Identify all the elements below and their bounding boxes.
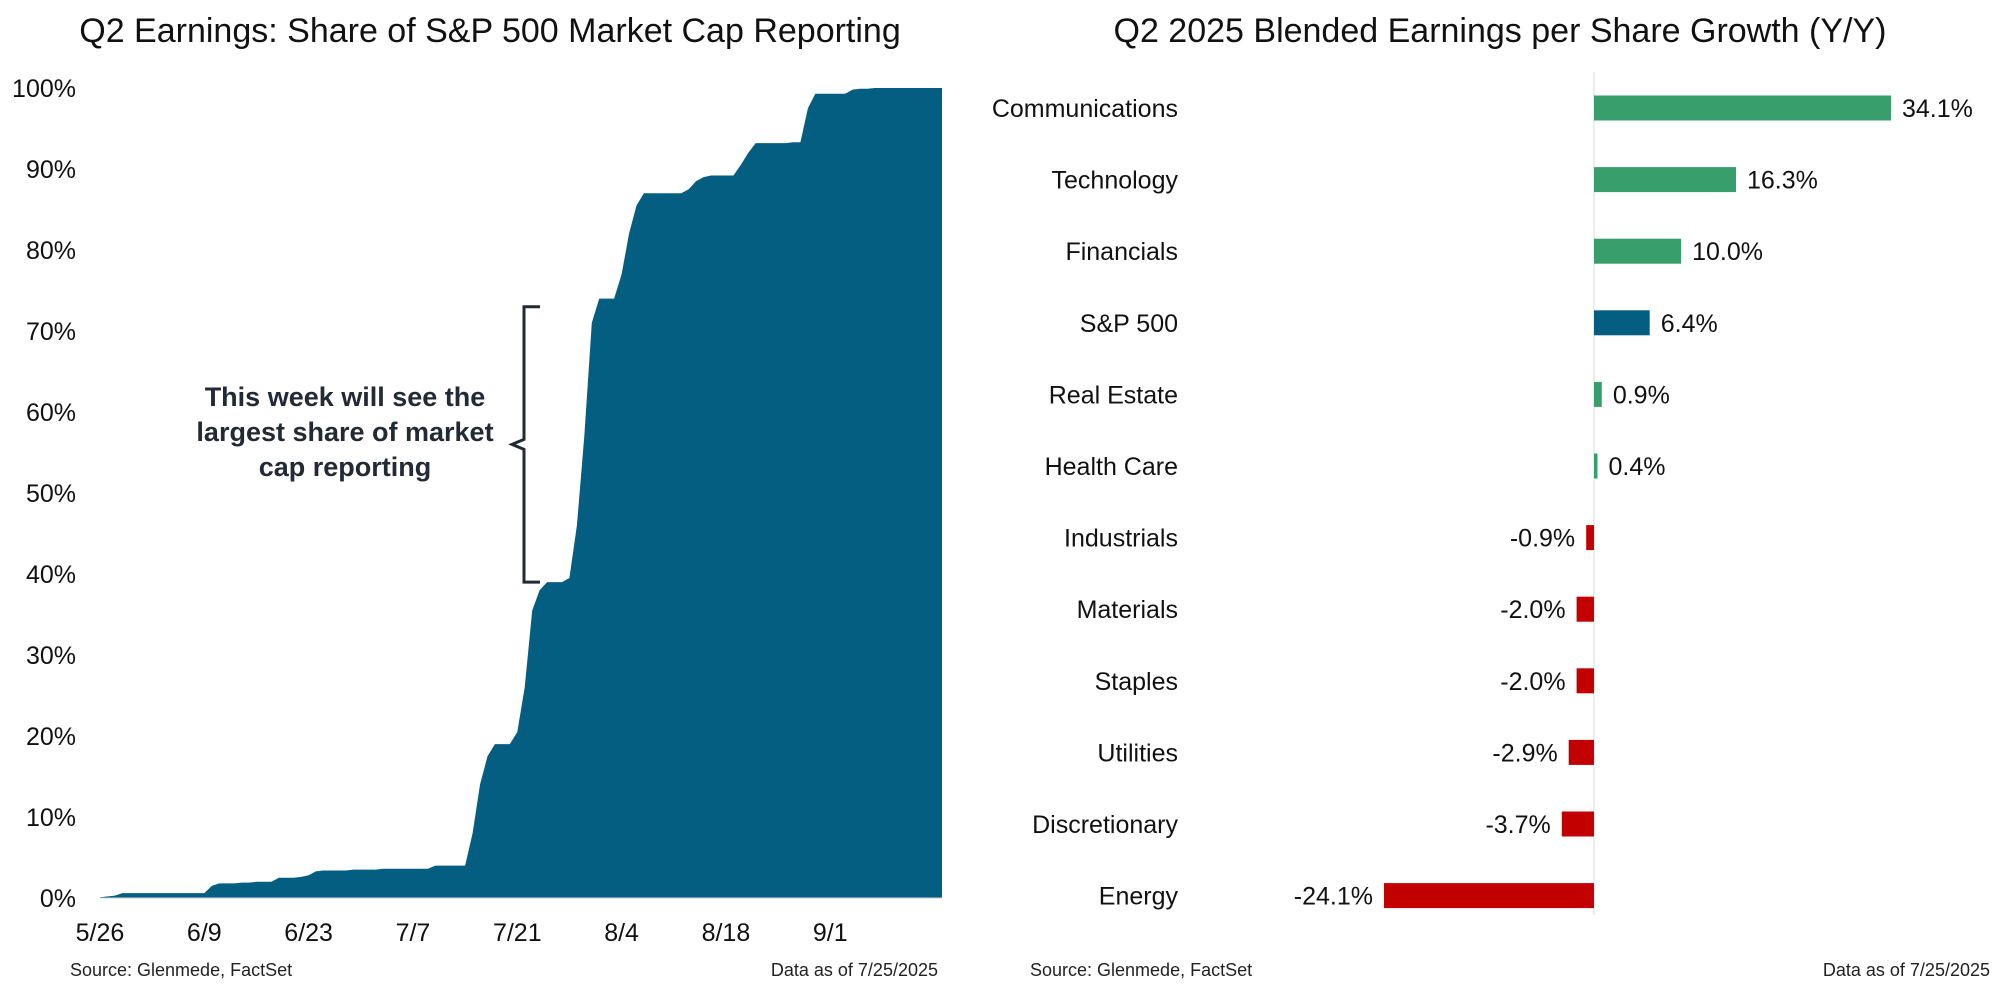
category-label: Materials <box>1077 596 1178 624</box>
data-label: 6.4% <box>1661 310 1718 338</box>
category-label: S&P 500 <box>1080 310 1178 338</box>
y-tick-label: 60% <box>26 399 76 427</box>
y-tick-label: 20% <box>26 723 76 751</box>
bar <box>1594 453 1598 479</box>
bar <box>1568 739 1594 765</box>
bar <box>1384 883 1594 909</box>
y-tick-label: 70% <box>26 318 76 346</box>
category-label: Energy <box>1099 883 1179 911</box>
x-tick-label: 9/1 <box>813 919 848 947</box>
x-tick-label: 5/26 <box>76 919 125 947</box>
category-label: Health Care <box>1045 453 1178 481</box>
category-label: Financials <box>1065 238 1178 266</box>
x-tick-label: 7/7 <box>396 919 431 947</box>
y-tick-label: 40% <box>26 561 76 589</box>
category-label: Real Estate <box>1049 381 1178 409</box>
data-label: -2.0% <box>1500 668 1565 696</box>
category-label: Discretionary <box>1032 811 1178 839</box>
bar <box>1561 811 1594 837</box>
bar <box>1594 238 1682 264</box>
x-tick-label: 6/23 <box>284 919 333 947</box>
data-label: 34.1% <box>1902 95 1973 123</box>
right-data-as-of: Data as of 7/25/2025 <box>1822 960 1990 980</box>
market-cap-area <box>100 88 942 898</box>
data-label: -2.9% <box>1492 739 1557 767</box>
data-label: -24.1% <box>1294 883 1373 911</box>
bar <box>1594 381 1602 407</box>
y-tick-label: 10% <box>26 804 76 832</box>
bar <box>1594 167 1736 193</box>
right-source-note: Source: Glenmede, FactSet <box>1030 960 1253 980</box>
right-chart-title: Q2 2025 Blended Earnings per Share Growt… <box>1113 12 1887 50</box>
bar <box>1576 668 1594 694</box>
data-label: 0.9% <box>1613 381 1670 409</box>
category-label: Technology <box>1052 167 1179 195</box>
y-tick-label: 100% <box>12 75 76 103</box>
annotation-text: This week will see the largest share of … <box>196 382 494 482</box>
bar <box>1576 596 1594 622</box>
x-tick-label: 6/9 <box>187 919 222 947</box>
data-label: 10.0% <box>1692 238 1763 266</box>
x-tick-label: 8/4 <box>604 919 639 947</box>
data-label: 16.3% <box>1747 167 1818 195</box>
bar <box>1586 525 1594 551</box>
left-chart-title: Q2 Earnings: Share of S&P 500 Market Cap… <box>79 12 901 50</box>
data-label: -3.7% <box>1485 811 1550 839</box>
data-label: -0.9% <box>1510 525 1575 553</box>
y-tick-label: 50% <box>26 480 76 508</box>
category-label: Utilities <box>1097 739 1178 767</box>
y-tick-label: 90% <box>26 156 76 184</box>
y-tick-label: 0% <box>40 885 76 913</box>
left-data-as-of: Data as of 7/25/2025 <box>770 960 938 980</box>
category-label: Communications <box>992 95 1178 123</box>
bar <box>1594 95 1891 121</box>
bar <box>1594 310 1650 336</box>
y-tick-label: 80% <box>26 237 76 265</box>
left-source-note: Source: Glenmede, FactSet <box>70 960 293 980</box>
category-label: Staples <box>1095 668 1178 696</box>
category-label: Industrials <box>1064 525 1178 553</box>
annotation-bracket <box>508 305 540 584</box>
data-label: -2.0% <box>1500 596 1565 624</box>
data-label: 0.4% <box>1608 453 1665 481</box>
x-tick-label: 7/21 <box>493 919 542 947</box>
y-tick-label: 30% <box>26 642 76 670</box>
x-tick-label: 8/18 <box>702 919 751 947</box>
